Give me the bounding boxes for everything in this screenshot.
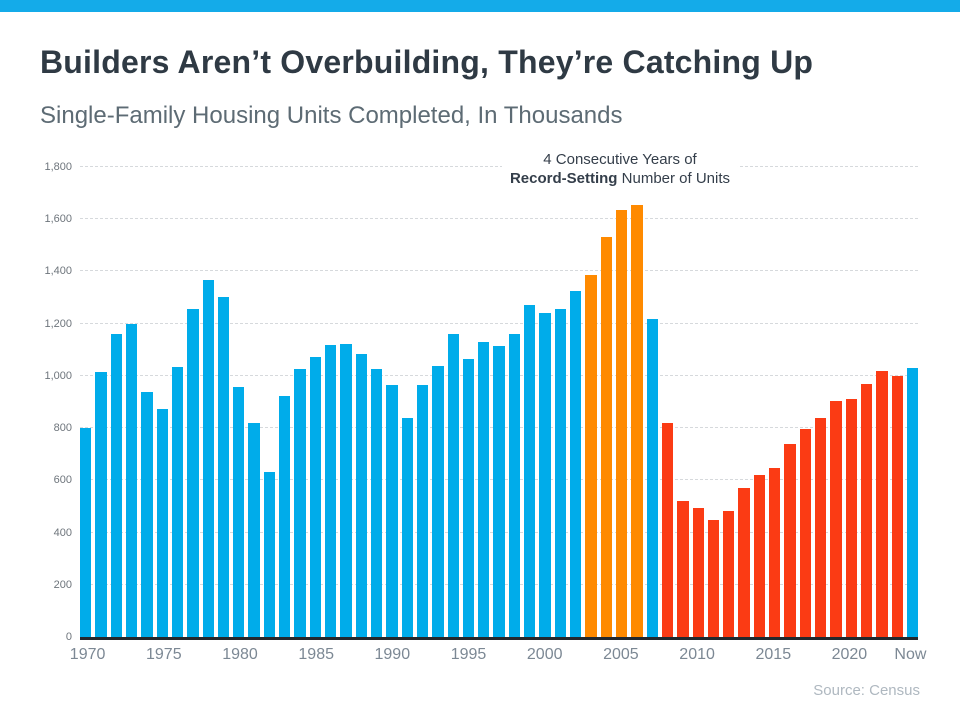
x-axis-label-2005: 2005	[603, 646, 639, 663]
y-axis-label: 200	[53, 578, 72, 591]
bar-2017	[799, 429, 811, 637]
y-axis-label: 1,400	[44, 265, 72, 278]
bar-1998	[508, 334, 521, 637]
x-axis-label-1970: 1970	[69, 646, 106, 663]
x-axis-label-2015: 2015	[755, 646, 792, 663]
bar-1987	[340, 343, 352, 637]
bar-2014	[753, 475, 766, 637]
x-axis-label-1985: 1985	[298, 646, 334, 663]
bar-2002	[570, 291, 582, 637]
bar-2008	[661, 423, 674, 637]
chart-title: Builders Aren’t Overbuilding, They’re Ca…	[40, 44, 814, 80]
bar-2006	[631, 205, 643, 637]
bar-1977	[187, 308, 199, 637]
bar-1981	[248, 423, 260, 637]
gridline-1200	[80, 322, 918, 324]
bar-1985	[309, 357, 321, 637]
bar-1984	[294, 369, 306, 637]
bar-1983	[279, 395, 291, 637]
bar-1973	[125, 324, 138, 637]
x-axis-label-1980: 1980	[222, 646, 258, 663]
bar-2023	[891, 376, 903, 637]
bar-1996	[478, 342, 490, 637]
bar-1999	[524, 305, 536, 637]
bar-2019	[830, 401, 842, 637]
bar-2013	[738, 488, 750, 637]
bar-2004	[600, 237, 612, 637]
gridline-1400	[80, 270, 918, 272]
bars-container	[80, 170, 919, 637]
bar-1971	[95, 372, 107, 637]
y-axis-label: 400	[53, 526, 72, 539]
annotation-line-2: Record-Setting Number of Units	[510, 169, 730, 188]
gridline-1600	[80, 218, 918, 220]
bar-1979	[217, 297, 230, 637]
bar-2020	[845, 398, 857, 637]
bar-2015	[769, 467, 781, 637]
x-axis-label-1990: 1990	[374, 646, 411, 663]
bar-1992	[416, 385, 429, 637]
bar-2018	[815, 417, 827, 637]
bar-1972	[110, 334, 122, 637]
y-axis-label: 1,800	[44, 161, 72, 173]
bar-2012	[723, 510, 735, 637]
y-axis-label: 800	[53, 422, 72, 435]
x-axis-label-2000: 2000	[526, 646, 563, 663]
x-axis-label-2010: 2010	[679, 646, 715, 663]
x-axis-label-Now: Now	[894, 646, 927, 663]
bar-1990	[386, 384, 398, 637]
bar-2016	[784, 444, 796, 637]
bar-1993	[432, 365, 444, 637]
annotation-bold-text: Record-Setting	[509, 170, 618, 187]
x-axis-label-1975: 1975	[146, 646, 182, 663]
bar-1970	[80, 427, 92, 637]
bar-1989	[370, 369, 383, 637]
y-axis-label: 1,600	[44, 213, 72, 226]
x-axis-label-1995: 1995	[450, 646, 487, 663]
x-axis-label-2020: 2020	[831, 646, 868, 663]
bar-chart: 4 Consecutive Years of Record-Setting Nu…	[44, 150, 926, 663]
y-axis-label: 1,200	[44, 317, 72, 330]
bar-1988	[355, 353, 367, 637]
bar-2001	[554, 309, 566, 637]
bar-1982	[263, 472, 276, 637]
bar-1994	[447, 334, 459, 637]
chart-annotation: 4 Consecutive Years of Record-Setting Nu…	[501, 150, 739, 188]
y-axis-label: 1,000	[44, 369, 72, 382]
bar-1975	[156, 408, 168, 637]
bar-2010	[692, 507, 704, 637]
y-axis-label: 600	[53, 474, 72, 487]
gridline-1800	[80, 166, 918, 167]
bar-1991	[401, 418, 413, 637]
bar-2007	[646, 319, 658, 637]
chart-subtitle: Single-Family Housing Units Completed, I…	[40, 102, 623, 129]
annotation-rest-text: Number of Units	[617, 170, 731, 187]
bar-2000	[539, 312, 551, 637]
bar-1976	[171, 367, 184, 637]
annotation-line-1: 4 Consecutive Years of	[543, 151, 697, 168]
brand-top-bar	[0, 0, 960, 12]
bar-1986	[325, 344, 337, 637]
bar-Now	[906, 368, 919, 637]
bar-1974	[141, 391, 153, 637]
y-axis-label: 0	[65, 631, 72, 643]
bar-1997	[493, 345, 505, 637]
bar-2009	[677, 501, 689, 637]
bar-2011	[707, 520, 720, 637]
bar-2005	[615, 209, 628, 637]
bar-2003	[585, 275, 597, 637]
bar-2022	[876, 370, 888, 637]
bar-1978	[202, 279, 214, 637]
bar-1980	[233, 387, 245, 637]
source-credit: Source: Census	[813, 682, 920, 699]
bar-1995	[462, 358, 475, 637]
x-axis-labels: 1970 1975 1980 1985 1990 1995 2000 2005 2010 2015…	[70, 646, 927, 666]
bar-2021	[860, 383, 873, 637]
